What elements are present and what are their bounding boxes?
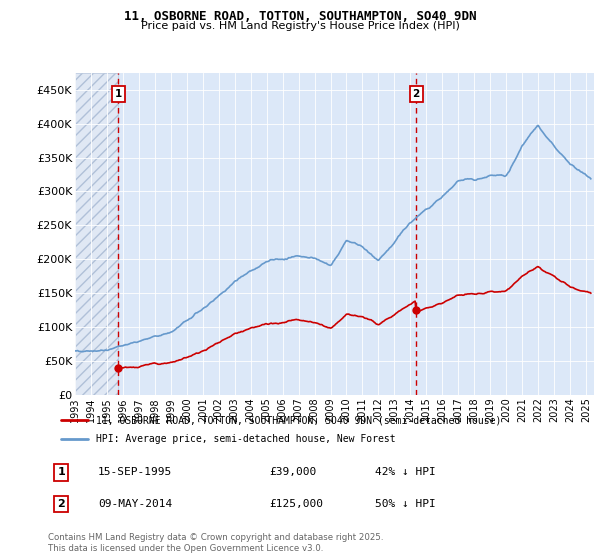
- Text: Contains HM Land Registry data © Crown copyright and database right 2025.
This d: Contains HM Land Registry data © Crown c…: [48, 533, 383, 553]
- Text: 15-SEP-1995: 15-SEP-1995: [98, 468, 172, 478]
- Text: Price paid vs. HM Land Registry's House Price Index (HPI): Price paid vs. HM Land Registry's House …: [140, 21, 460, 31]
- Text: 11, OSBORNE ROAD, TOTTON, SOUTHAMPTON, SO40 9DN: 11, OSBORNE ROAD, TOTTON, SOUTHAMPTON, S…: [124, 10, 476, 22]
- Text: £125,000: £125,000: [270, 499, 324, 508]
- Text: 1: 1: [58, 468, 65, 478]
- Text: 09-MAY-2014: 09-MAY-2014: [98, 499, 172, 508]
- Text: 11, OSBORNE ROAD, TOTTON, SOUTHAMPTON, SO40 9DN (semi-detached house): 11, OSBORNE ROAD, TOTTON, SOUTHAMPTON, S…: [95, 415, 501, 425]
- Bar: [75, 73, 118, 395]
- Text: 42% ↓ HPI: 42% ↓ HPI: [376, 468, 436, 478]
- Text: HPI: Average price, semi-detached house, New Forest: HPI: Average price, semi-detached house,…: [95, 435, 395, 445]
- Text: 50% ↓ HPI: 50% ↓ HPI: [376, 499, 436, 508]
- Text: 2: 2: [412, 88, 420, 99]
- Text: £39,000: £39,000: [270, 468, 317, 478]
- Text: 1: 1: [115, 88, 122, 99]
- Bar: [75, 73, 118, 395]
- Text: 2: 2: [58, 499, 65, 508]
